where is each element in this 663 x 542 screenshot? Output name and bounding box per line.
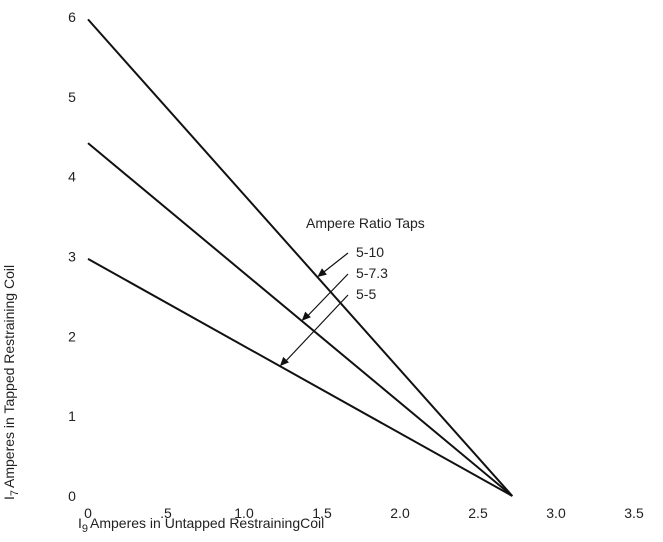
series-label-5-7.3: 5-7.3 — [356, 265, 388, 281]
y-axis-label-symbol: I — [1, 496, 17, 500]
x-tick-label: 2.0 — [390, 505, 410, 521]
x-tick-label: 3.5 — [624, 505, 644, 521]
x-tick-label: 3.0 — [546, 505, 566, 521]
y-tick-label: 2 — [68, 328, 76, 344]
series-line-5-7.3 — [87, 142, 513, 497]
arrowhead-5-7.3 — [301, 311, 311, 321]
y-tick-label: 4 — [68, 169, 76, 185]
series-label-5-10: 5-10 — [356, 244, 384, 260]
series-lines — [87, 18, 514, 497]
x-tick-label: .5 — [160, 505, 172, 521]
x-axis-label-text: Amperes in Untapped RestrainingCoil — [90, 515, 324, 531]
arrowhead-5-10 — [317, 268, 327, 277]
x-tick-label: 1.0 — [234, 505, 254, 521]
y-axis-label-subscript: 7 — [9, 490, 21, 496]
y-tick-label: 0 — [68, 488, 76, 504]
arrowhead-5-5 — [279, 356, 289, 367]
tick-labels: 0 .5 1.0 1.5 2.0 2.5 3.0 3.5 0 1 2 3 4 5 6 — [68, 9, 644, 521]
x-axis-label: I9 Amperes in Untapped RestrainingCoil — [78, 515, 324, 535]
x-tick-label: 1.5 — [312, 505, 332, 521]
x-tick-label: 0 — [84, 505, 92, 521]
y-tick-label: 1 — [68, 408, 76, 424]
leader-line-5-5 — [283, 294, 349, 364]
series-line-5-5 — [87, 258, 513, 497]
y-tick-label: 6 — [68, 9, 76, 25]
y-tick-label: 3 — [68, 249, 76, 265]
x-axis-label-subscript: 9 — [82, 523, 88, 535]
y-axis-label-text: Amperes in Tapped Restraining Coil — [1, 265, 17, 488]
legend-title: Ampere Ratio Taps — [306, 215, 425, 231]
series-label-5-5: 5-5 — [356, 286, 376, 302]
leader-line-5-10 — [320, 252, 349, 275]
y-tick-label: 5 — [68, 89, 76, 105]
x-axis-label-symbol: I — [78, 515, 82, 531]
x-tick-label: 2.5 — [468, 505, 488, 521]
y-axis-label: I7 Amperes in Tapped Restraining Coil — [1, 265, 21, 500]
annotations: 5-10 5-7.3 5-5 — [279, 244, 388, 367]
series-line-5-10 — [87, 18, 514, 497]
leader-line-5-7.3 — [305, 273, 349, 319]
